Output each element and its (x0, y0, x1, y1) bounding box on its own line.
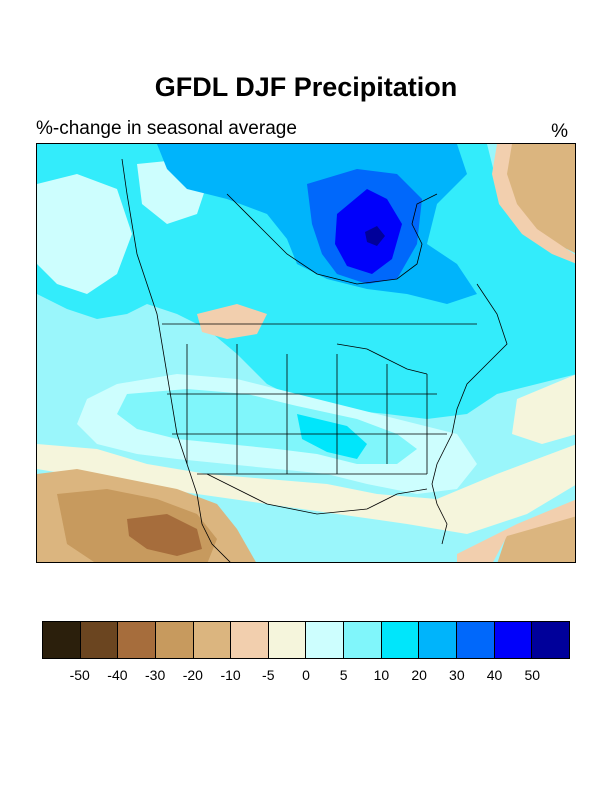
legend-swatch (231, 622, 269, 658)
map-subtitle: %-change in seasonal average (36, 118, 297, 139)
contour-20-plains (297, 414, 367, 459)
legend-tick-label: 50 (524, 667, 541, 683)
precipitation-map (36, 143, 576, 563)
map-title: GFDL DJF Precipitation (154, 72, 458, 102)
legend-tick-label: 10 (373, 667, 390, 683)
legend-labels: -50 -40 -30 -20 -10 -5 0 5 10 20 30 40 50 (0, 667, 612, 687)
legend-swatch (344, 622, 382, 658)
contour-neg-ne (502, 144, 575, 253)
legend-swatch (306, 622, 345, 658)
units-label: % (551, 121, 568, 142)
map-canvas (37, 144, 575, 562)
legend-swatch (80, 622, 119, 658)
legend-swatch (457, 622, 495, 658)
legend-tick-label: 5 (339, 667, 348, 683)
legend-swatch (419, 622, 458, 658)
contour-neg-se (497, 514, 575, 562)
legend-tick-label: -40 (107, 667, 128, 683)
legend-swatch (193, 622, 232, 658)
legend-tick-label: -5 (262, 667, 275, 683)
contour-over-50 (365, 226, 385, 246)
legend-tick-label: -50 (69, 667, 90, 683)
contour-neg-sw-core (127, 514, 202, 556)
legend-swatch (118, 622, 156, 658)
coastlines (121, 158, 508, 562)
legend-tick-label: -10 (220, 667, 241, 683)
contour-neg-se-edge (457, 499, 575, 562)
legend-swatch (268, 622, 307, 658)
legend-swatch (43, 622, 81, 658)
legend-tick-label: -20 (182, 667, 203, 683)
legend-tick-label: 0 (302, 667, 310, 683)
legend-swatch (155, 622, 194, 658)
contour-neg-ne-edge (492, 144, 575, 264)
legend-swatch (494, 622, 533, 658)
legend-tick-label: 30 (449, 667, 465, 683)
contour-east-pale (512, 374, 575, 444)
contour-neg-prairie (197, 304, 267, 339)
contour-5-10-west (37, 174, 132, 294)
legend-tick-label: 20 (411, 667, 427, 683)
legend-tick-label: -30 (145, 667, 166, 683)
color-legend (42, 621, 570, 659)
legend-tick-label: 40 (486, 667, 503, 683)
legend-swatch (381, 622, 420, 658)
legend-swatch (532, 622, 569, 658)
